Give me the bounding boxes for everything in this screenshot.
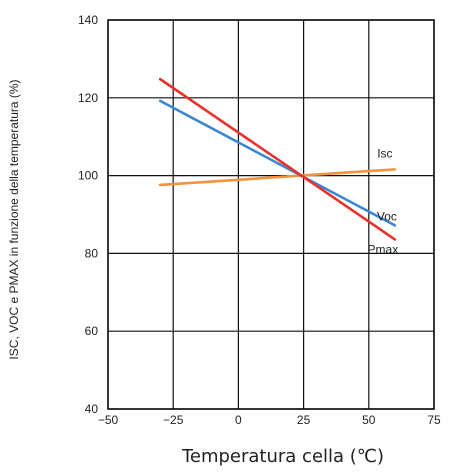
series-lines <box>158 77 397 241</box>
x-tick-label: 25 <box>297 413 311 427</box>
x-tick-label: 75 <box>427 413 441 427</box>
x-tick-label: 0 <box>235 413 242 427</box>
series-line-pmax <box>158 77 397 241</box>
x-tick-label: 50 <box>362 413 376 427</box>
series-label-pmax: Pmax <box>368 242 399 256</box>
y-tick-label: 120 <box>78 91 98 105</box>
y-tick-label: 80 <box>85 246 99 260</box>
x-axis-label: Temperatura cella (℃) <box>181 446 384 467</box>
y-tick-label: 140 <box>78 13 98 27</box>
series-label-voc: Voc <box>377 209 397 223</box>
plot-frame <box>107 19 435 410</box>
tick-labels: −50 −25 0 25 50 75 40 60 80 100 120 140 <box>78 13 441 427</box>
y-tick-label: 60 <box>85 324 99 338</box>
x-tick-label: −25 <box>163 413 184 427</box>
series-line-isc <box>158 168 397 187</box>
series-label-isc: Isc <box>377 146 392 160</box>
y-tick-label: 100 <box>78 169 98 183</box>
y-axis-label: ISC, VOC e PMAX in funzione della temper… <box>7 79 21 359</box>
series-line-voc <box>158 99 397 227</box>
x-tick-label: −50 <box>98 413 119 427</box>
series-labels: Isc Voc Pmax <box>368 146 399 256</box>
y-tick-label: 40 <box>85 402 99 416</box>
